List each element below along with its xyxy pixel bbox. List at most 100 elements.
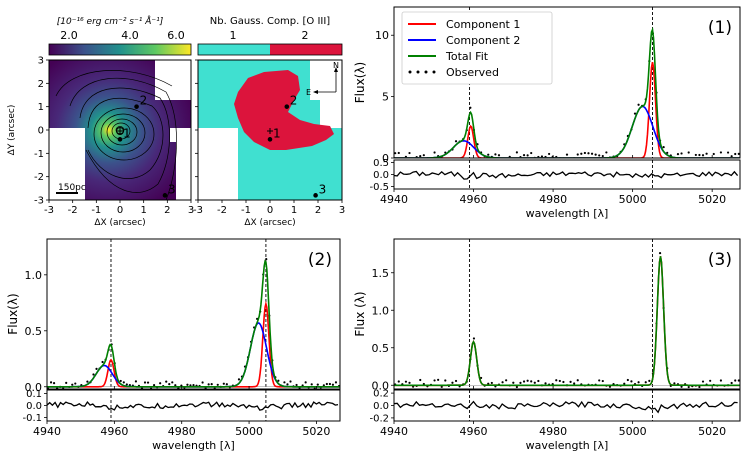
region-marker-label: 1 [123, 126, 131, 140]
observed-point [134, 380, 138, 383]
observed-point [334, 381, 338, 384]
map-x-tick-label: 0 [267, 205, 273, 216]
observed-point [594, 153, 597, 156]
region-marker-label: 1 [273, 126, 281, 140]
y-tick-label: 0 [382, 152, 389, 165]
observed-point [152, 384, 156, 387]
map-y-tick-label: -3 [34, 196, 44, 207]
x-tick-label: 4960 [460, 425, 488, 438]
observed-point [422, 154, 425, 157]
observed-point [49, 381, 53, 384]
observed-point [598, 154, 601, 157]
observed-point [562, 380, 565, 384]
observed-point [487, 382, 490, 385]
observed-point [490, 381, 493, 385]
flux-colorbar-tick: 4.0 [121, 29, 139, 42]
ncomp-map-mask [320, 100, 342, 128]
map-x-tick-label: -3 [193, 205, 203, 216]
observed-point [515, 385, 518, 389]
y-axis-label: Flux(λ) [6, 293, 20, 334]
observed-point [583, 151, 586, 155]
observed-point [74, 382, 77, 385]
legend-label: Component 1 [446, 18, 520, 31]
observed-point [565, 153, 569, 156]
observed-point [608, 385, 612, 388]
observed-point [598, 379, 601, 382]
observed-point [644, 381, 647, 384]
observed-point [573, 382, 576, 385]
observed-point [419, 378, 422, 382]
observed-point [310, 383, 313, 386]
observed-point [454, 140, 458, 143]
x-tick-label: 4940 [33, 425, 61, 438]
region-marker [267, 137, 273, 142]
observed-point [119, 379, 122, 383]
y-tick-label: 5 [382, 91, 389, 104]
observed-point [433, 379, 436, 382]
plot-frame [393, 238, 741, 390]
observed-point [590, 152, 594, 155]
y-axis-label: Flux(λ) [353, 62, 367, 103]
observed-point [143, 381, 147, 384]
observed-point [540, 155, 544, 158]
compass-e: E [306, 88, 311, 97]
map-xlabel: ΔX (arcsec) [244, 218, 295, 228]
observed-point [71, 383, 74, 386]
observed-point [505, 379, 508, 382]
region-marker-label: 3 [168, 182, 176, 196]
flux-colorbar-label: [10⁻¹⁶ erg cm⁻² s⁻¹ Å⁻¹] [57, 15, 164, 27]
observed-point [397, 151, 400, 155]
series-line-component-1 [394, 256, 740, 387]
y-tick-label: 0.0 [25, 381, 43, 394]
observed-point [101, 360, 104, 364]
y-tick-label: 0.0 [372, 379, 390, 392]
observed-point [526, 154, 529, 157]
map-x-tick-label: -1 [91, 205, 101, 216]
observed-point [673, 382, 676, 385]
flux-map-mask [170, 128, 191, 142]
map-x-tick-label: -1 [241, 205, 251, 216]
region-marker [117, 137, 123, 142]
map-x-tick-label: 0 [117, 205, 123, 216]
plot-frame [46, 238, 341, 390]
observed-point [526, 379, 529, 382]
x-tick-label: 4960 [100, 425, 128, 438]
observed-point [277, 379, 280, 382]
map-x-tick-label: 1 [140, 205, 146, 216]
x-tick-label: 5000 [235, 425, 263, 438]
observed-point [192, 383, 195, 387]
series-line-component-2 [47, 322, 340, 388]
compass-n: N [333, 61, 339, 70]
y-tick-label: 1.5 [372, 267, 390, 280]
flux-contours [55, 70, 177, 201]
observed-point [454, 379, 458, 383]
residual-line [46, 401, 339, 411]
legend-swatch-observed [432, 70, 436, 74]
ncomp-map-mask [310, 60, 342, 100]
flux-colorbar-tick: 2.0 [60, 29, 78, 42]
map-x-tick-label: -2 [68, 205, 78, 216]
observed-point [207, 383, 210, 386]
legend-label: Total Fit [445, 50, 489, 63]
observed-point [210, 383, 213, 386]
x-tick-label: 5020 [698, 193, 726, 206]
x-tick-label: 4940 [380, 193, 408, 206]
ncomp-colorbar-tick: 2 [302, 29, 309, 42]
observed-point [712, 152, 715, 156]
map-x-tick-label: 2 [164, 205, 170, 216]
observed-point [658, 252, 662, 255]
observed-point [687, 385, 690, 389]
flux-map: [10⁻¹⁶ erg cm⁻² s⁻¹ Å⁻¹] 2.0 4.0 6.0 150… [48, 15, 192, 201]
map-x-tick-label: 2 [315, 205, 321, 216]
observed-point [701, 380, 705, 383]
observed-point [95, 367, 98, 370]
flux-map-mask [155, 60, 191, 100]
observed-point [637, 381, 640, 384]
nucleus-cross [267, 128, 273, 134]
observed-point [666, 151, 669, 154]
observed-point [587, 152, 590, 155]
observed-point [171, 381, 174, 384]
region-marker [313, 193, 318, 198]
ncomp-colorbar-high [270, 44, 342, 55]
